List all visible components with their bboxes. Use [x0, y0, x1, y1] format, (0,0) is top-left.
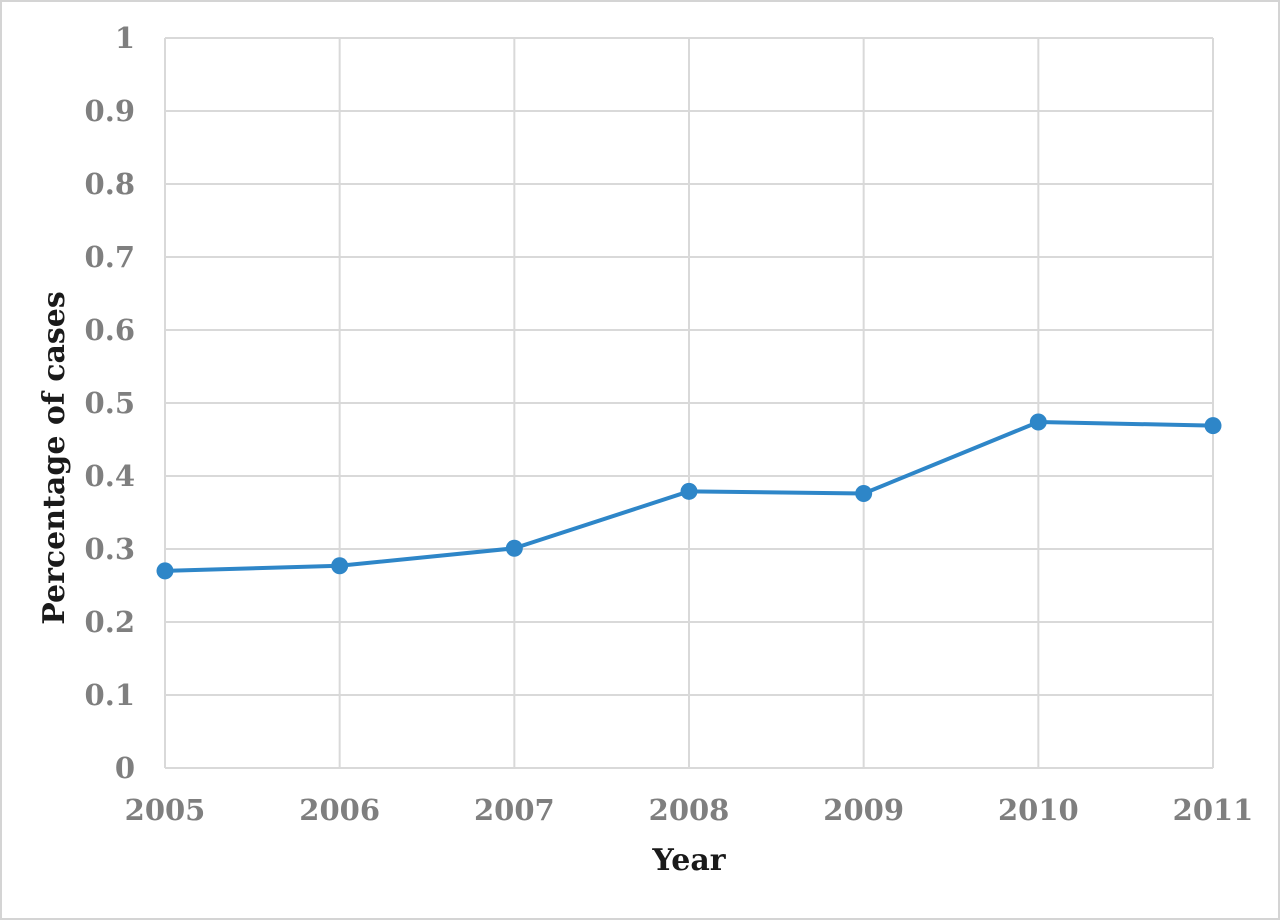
y-tick-label: 0 [115, 751, 135, 785]
data-point [331, 557, 349, 575]
x-tick-label: 2009 [823, 793, 904, 827]
data-point [156, 562, 174, 580]
data-point [855, 485, 873, 503]
x-tick-label: 2005 [125, 793, 206, 827]
y-tick-label: 0.9 [85, 94, 135, 128]
data-point [1029, 413, 1047, 431]
y-axis-title: Percentage of cases [37, 291, 72, 625]
y-tick-label: 0.1 [85, 678, 135, 712]
x-tick-label: 2006 [299, 793, 380, 827]
y-tick-label: 0.7 [85, 240, 135, 274]
data-point [505, 539, 523, 557]
y-tick-label: 0.2 [85, 605, 135, 639]
x-tick-label: 2010 [998, 793, 1079, 827]
y-tick-label: 1 [115, 21, 135, 55]
x-tick-label: 2007 [474, 793, 555, 827]
data-point [1204, 417, 1222, 435]
x-axis-title: Year [651, 843, 726, 878]
y-tick-label: 0.4 [85, 459, 135, 493]
y-axis-ticks: 0 0.1 0.2 0.3 0.4 0.5 0.6 0.7 0.8 0.9 1 [85, 21, 135, 785]
y-tick-label: 0.3 [85, 532, 135, 566]
series-layer [156, 413, 1222, 580]
x-tick-label: 2008 [649, 793, 730, 827]
y-tick-label: 0.5 [85, 386, 135, 420]
y-tick-label: 0.6 [85, 313, 135, 347]
y-tick-label: 0.8 [85, 167, 135, 201]
data-point [680, 482, 698, 500]
x-tick-label: 2011 [1173, 793, 1254, 827]
x-axis-ticks: 2005 2006 2007 2008 2009 2010 2011 [125, 793, 1254, 827]
gridlines [164, 37, 1214, 769]
